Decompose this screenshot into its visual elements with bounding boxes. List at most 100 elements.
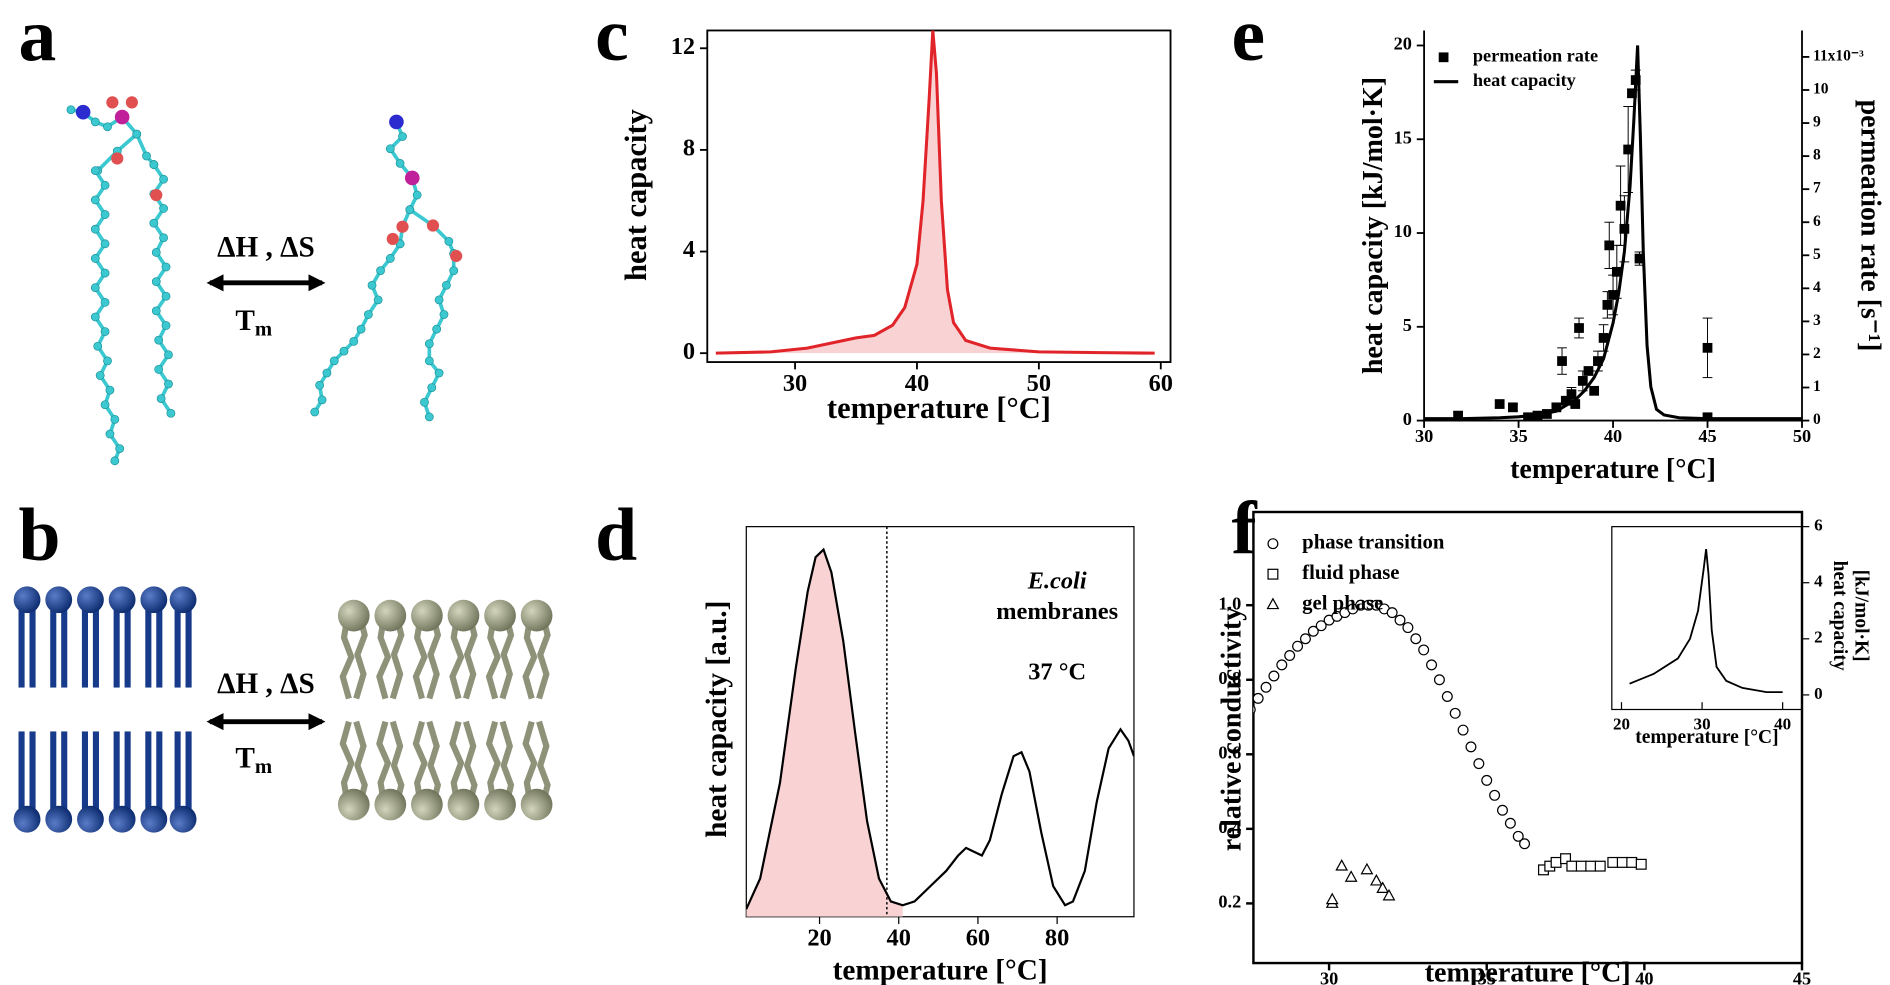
frame	[1611, 526, 1803, 711]
x-tick-label: 80	[1045, 924, 1069, 951]
annotation: E.coli	[1027, 567, 1087, 594]
marker	[1299, 633, 1311, 645]
marker	[1394, 614, 1406, 626]
y-tick-label: 10	[1394, 221, 1412, 241]
area-fill	[715, 30, 1155, 354]
marker	[1376, 881, 1390, 894]
legend-label: gel phase	[1302, 592, 1383, 614]
marker	[1267, 538, 1279, 550]
bilayer-gel	[13, 586, 197, 833]
y-tick-label: 0.8	[1218, 668, 1241, 688]
y2-tick-label: 1	[1813, 378, 1821, 395]
y-tick-label: 4	[1814, 572, 1823, 591]
marker	[1635, 858, 1647, 870]
x-tick-label: 50	[1793, 426, 1811, 446]
plot	[746, 547, 1134, 917]
y-tick-label: 4	[683, 236, 695, 263]
y2-tick-label: 0	[1813, 411, 1821, 428]
marker	[1702, 342, 1713, 353]
x-axis-label: temperature [°C]	[1425, 958, 1631, 985]
y2-axis-label: permeation rate [s⁻¹]	[1854, 100, 1885, 352]
legend-label: phase transition	[1302, 531, 1445, 553]
marker	[1292, 640, 1304, 652]
y-tick-label: 2	[1814, 628, 1823, 647]
marker	[1369, 873, 1383, 886]
marker	[1550, 856, 1562, 868]
marker	[1360, 862, 1374, 875]
lipid-fluid	[310, 117, 459, 422]
legend-label: heat capacity	[1473, 70, 1576, 90]
x-tick-label: 35	[1478, 969, 1496, 985]
marker	[1512, 830, 1524, 842]
marker	[1253, 692, 1264, 704]
marker	[1382, 888, 1396, 901]
panel-label: d	[595, 494, 637, 577]
tm: T	[235, 305, 255, 337]
legend-label: fluid phase	[1302, 562, 1399, 584]
y2-tick-label: 5	[1813, 246, 1821, 263]
annotation: 37 °C	[1028, 659, 1086, 686]
y-axis-label: heat capacity [kJ/mol·K]	[1358, 77, 1389, 374]
x-axis-label: temperature [°C]	[1510, 454, 1716, 485]
marker	[1438, 52, 1449, 63]
frame	[706, 29, 1172, 363]
panel-label: a	[19, 0, 57, 77]
x-axis-label: temperature [°C]	[827, 391, 1051, 425]
y-tick-label: 5	[1403, 315, 1412, 335]
marker	[1206, 761, 1216, 771]
marker	[1335, 859, 1349, 871]
marker	[1594, 860, 1606, 872]
y-tick-label: 0	[683, 338, 695, 365]
x-tick-label: 45	[1793, 969, 1811, 985]
marker	[1583, 366, 1594, 376]
process-label: ΔH , ΔS	[217, 668, 315, 700]
marker	[1508, 402, 1518, 413]
panel-label: b	[19, 494, 61, 577]
y-axis-label: heat capacity	[619, 109, 653, 281]
marker	[1418, 644, 1430, 656]
y-axis-label: heat capacity	[1829, 561, 1850, 671]
y-axis-label: heat capacity [a.u.]	[701, 601, 733, 838]
marker	[1465, 741, 1477, 753]
y-tick-label: 1.0	[1218, 593, 1241, 613]
x-tick-label: 30	[1320, 969, 1338, 985]
tm-sub: m	[255, 756, 272, 778]
x-tick-label: 35	[1509, 426, 1527, 446]
legend-label: permeation rate	[1473, 45, 1598, 65]
atoms	[75, 96, 463, 263]
plot	[715, 30, 1155, 355]
marker	[1433, 674, 1445, 686]
x-tick-label: 60	[1149, 370, 1173, 397]
plot	[1424, 45, 1802, 421]
x-tick-label: 50	[1027, 370, 1051, 397]
marker	[1190, 779, 1200, 789]
marker	[1494, 399, 1505, 409]
y-axis-label: relative conductivity	[1216, 607, 1247, 852]
marker	[1151, 805, 1161, 815]
y2-tick-label: 8	[1813, 147, 1821, 164]
tm-sub: m	[255, 318, 272, 340]
y-tick-label: 0	[1403, 409, 1412, 429]
marker	[1402, 622, 1414, 634]
tm-label: Tm	[235, 742, 272, 777]
y2-tick-label: 6	[1813, 213, 1821, 230]
frame	[745, 526, 1135, 918]
panel-label: e	[1231, 0, 1265, 77]
x-tick-label: 40	[1635, 969, 1653, 985]
marker	[1560, 853, 1572, 865]
tm: T	[235, 742, 255, 774]
marker	[1143, 809, 1153, 819]
marker	[1504, 817, 1516, 829]
x-tick-label: 30	[1415, 426, 1433, 446]
marker	[1426, 659, 1438, 671]
marker	[1519, 838, 1531, 850]
x-tick-label: 30	[783, 370, 807, 397]
y2-tick-label: 3	[1813, 312, 1821, 329]
plot	[1143, 599, 1647, 908]
y-tick-label: 15	[1394, 127, 1412, 147]
y-axis-label: [kJ/mol·K]	[1851, 570, 1872, 662]
process-label: ΔH , ΔS	[217, 232, 315, 264]
marker	[1268, 670, 1280, 682]
marker	[1585, 860, 1597, 872]
